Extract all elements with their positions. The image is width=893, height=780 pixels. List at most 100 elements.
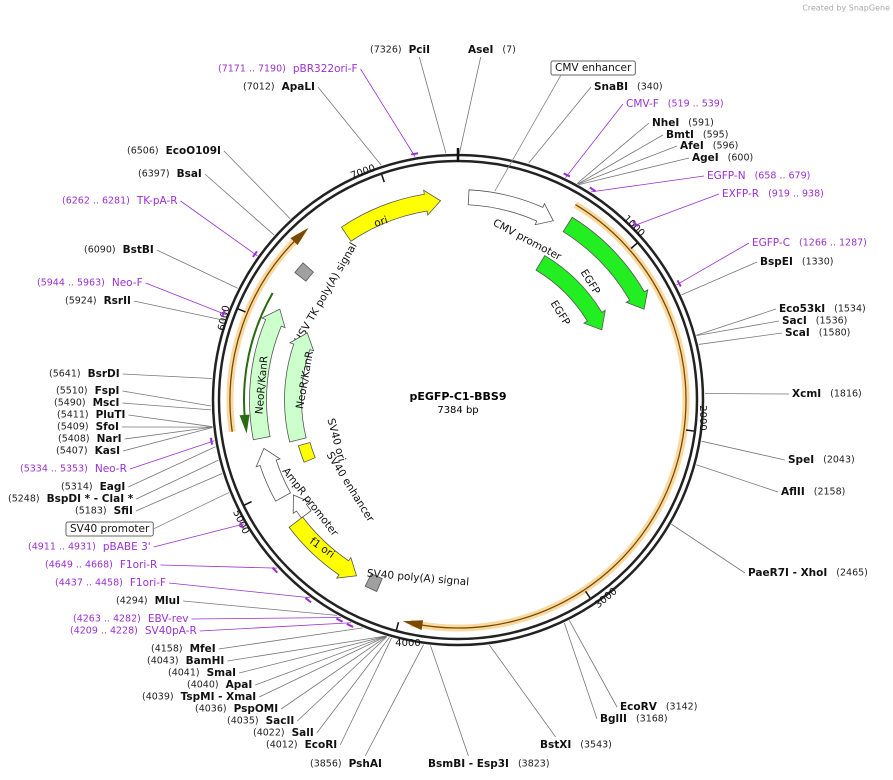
name-label: MscI (93, 397, 120, 409)
position-label: (595) (703, 130, 729, 141)
position-label: (4209 .. 4228) (70, 626, 138, 637)
feature-label: NeoR/KanR (253, 355, 270, 414)
leader-line (696, 320, 780, 337)
leader-line (633, 193, 720, 227)
primer-mark (632, 220, 639, 228)
leader-line (153, 492, 230, 530)
name-label: F1ori-R (120, 559, 157, 571)
position-label: (596) (713, 141, 739, 152)
position-label: (6090) (84, 245, 116, 256)
leader-line (576, 122, 650, 184)
name-label: NarI (97, 433, 122, 445)
boxed-label: SV40 promoter (70, 523, 150, 535)
name-label: RsrII (104, 295, 131, 307)
feature-arrow (535, 255, 606, 331)
leader-line (360, 68, 416, 157)
position-label: (4158) (151, 644, 183, 655)
leader-line (255, 635, 386, 686)
name-label: FspI (95, 385, 120, 397)
leader-line (122, 390, 212, 407)
name-label: BsrDI (88, 368, 120, 380)
leader-line (135, 473, 223, 512)
position-label: (519 .. 539) (668, 99, 724, 110)
leader-line (565, 103, 624, 178)
name-label: EGFP-C (752, 237, 790, 249)
name-label: Neo-F (112, 277, 143, 289)
name-label: pBR322ori-F (293, 63, 358, 75)
leader-line (701, 440, 786, 461)
name-label: CMV-F (626, 98, 659, 110)
name-label: Neo-R (95, 463, 127, 475)
orange-feature-line (229, 235, 301, 432)
name-label: AseI (468, 44, 493, 56)
name-label: TK-pA-R (136, 195, 178, 207)
name-label: MfeI (190, 643, 216, 655)
leader-line (169, 582, 311, 599)
name-label: Eco53kI (779, 303, 825, 315)
leader-line (182, 600, 338, 616)
position-label: (7012) (243, 82, 275, 93)
feature-label: ori (373, 214, 390, 230)
leader-line (156, 249, 238, 289)
name-label: SalI (292, 727, 314, 739)
name-label: NheI (652, 117, 679, 129)
position-label: (591) (688, 118, 714, 129)
name-label: EcoRV (620, 701, 658, 713)
position-label: (4040) (187, 680, 219, 691)
name-label: BstXI (540, 739, 571, 751)
position-label: (1266 .. 1287) (799, 238, 867, 249)
position-label: (6397) (138, 169, 170, 180)
leader-line (418, 56, 447, 154)
leader-line (459, 56, 482, 154)
position-label: (5334 .. 5353) (20, 464, 88, 475)
leader-line (681, 261, 758, 296)
leader-line (489, 644, 556, 738)
name-label: SpeI (788, 454, 814, 466)
position-label: (3543) (580, 740, 612, 751)
position-label: (5314) (61, 482, 93, 493)
name-label: PciI (409, 44, 430, 56)
position-label: (5510) (56, 386, 88, 397)
position-label: (4911 .. 4931) (28, 542, 96, 553)
leader-line (204, 173, 275, 236)
ruler-tick (584, 590, 591, 599)
name-label: BglII (600, 713, 627, 725)
position-label: (1816) (830, 389, 862, 400)
position-label: (658 .. 679) (755, 171, 811, 182)
name-label: PshAI (349, 758, 382, 770)
name-label: SV40pA-R (145, 625, 197, 637)
position-label: (3168) (636, 714, 668, 725)
leader-line (218, 627, 363, 650)
leader-line (280, 636, 387, 710)
leader-line (191, 617, 341, 620)
position-label: (7) (502, 45, 515, 56)
leader-line (124, 426, 213, 440)
position-label: (2158) (814, 487, 846, 498)
position-label: (4294) (116, 596, 148, 607)
position-label: (1536) (816, 316, 848, 327)
leader-line (227, 635, 386, 662)
feature-label: SV40 enhancer (324, 450, 377, 525)
name-label: BsmBI - Esp3I (428, 758, 509, 770)
position-label: (3142) (666, 702, 698, 713)
feature-arrow (562, 216, 649, 310)
name-label: TspMI - XmaI (181, 691, 257, 703)
green-line (243, 292, 274, 423)
leader-line (122, 373, 212, 379)
name-label: EcoRI (305, 739, 338, 751)
ruler-tick (395, 621, 400, 631)
ruler-label: 1000 (621, 213, 647, 239)
name-label: SnaBI (594, 81, 628, 93)
primer-mark (304, 597, 312, 604)
name-label: SfiI (114, 505, 133, 517)
name-label: BspEI (760, 256, 793, 268)
position-label: (4036) (195, 704, 227, 715)
leader-line (153, 523, 245, 548)
leader-line (339, 637, 392, 746)
ruler-tick (685, 429, 695, 432)
name-label: PspOMI (234, 703, 279, 715)
leader-line (128, 414, 213, 428)
position-label: (4437 .. 4458) (55, 578, 123, 589)
position-label: (600) (728, 153, 754, 164)
